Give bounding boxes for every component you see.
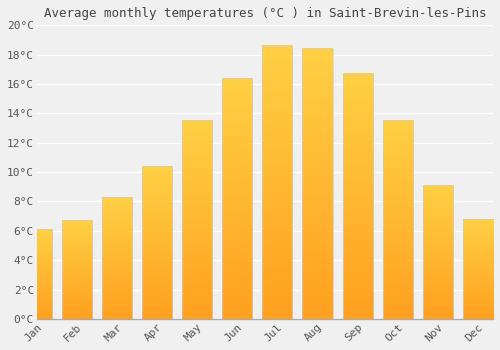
Bar: [463, 219, 493, 319]
Bar: [342, 74, 372, 319]
Bar: [182, 121, 212, 319]
Bar: [222, 78, 252, 319]
Bar: [302, 49, 332, 319]
Bar: [22, 229, 52, 319]
Bar: [142, 166, 172, 319]
Bar: [423, 185, 453, 319]
Bar: [62, 220, 92, 319]
Title: Average monthly temperatures (°C ) in Saint-Brevin-les-Pins: Average monthly temperatures (°C ) in Sa…: [44, 7, 486, 20]
Bar: [262, 46, 292, 319]
Bar: [102, 197, 132, 319]
Bar: [382, 121, 413, 319]
